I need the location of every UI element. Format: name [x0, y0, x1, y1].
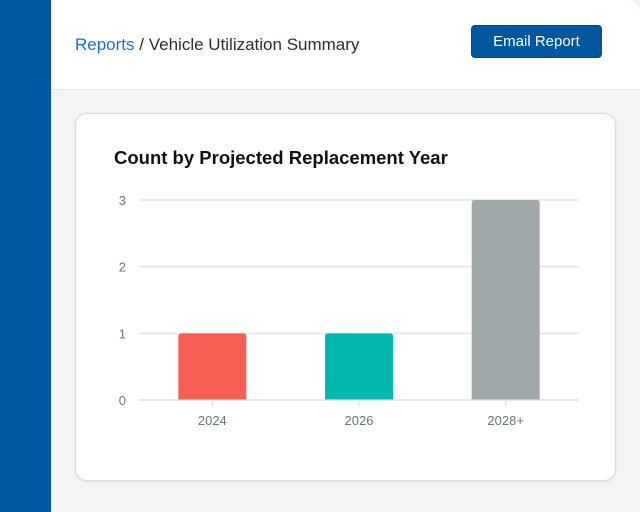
y-tick-label: 0 — [119, 393, 126, 408]
bar-2028+ — [471, 200, 540, 400]
bar-2026 — [325, 333, 393, 400]
y-tick-label: 2 — [119, 260, 126, 275]
breadcrumb-current: Vehicle Utilization Summary — [148, 35, 360, 54]
breadcrumb-reports-link[interactable]: Reports — [75, 35, 135, 54]
header: Reports / Vehicle Utilization Summary Em… — [51, 0, 640, 90]
x-tick-label: 2024 — [198, 413, 227, 428]
email-report-button[interactable]: Email Report — [471, 25, 602, 58]
y-tick-label: 3 — [119, 193, 126, 208]
breadcrumb: Reports / Vehicle Utilization Summary — [75, 35, 359, 55]
chart-card: Count by Projected Replacement Year 0 1 2 3… — [75, 113, 616, 481]
chart-title: Count by Projected Replacement Year — [114, 147, 448, 168]
breadcrumb-separator: / — [139, 35, 144, 54]
y-tick-label: 1 — [119, 326, 126, 341]
bar-2024 — [178, 333, 247, 400]
x-tick-label: 2026 — [345, 413, 374, 428]
sidebar — [0, 0, 51, 512]
bar-chart: 0 1 2 3 2024 2026 2028+ — [119, 193, 579, 428]
x-tick-label: 2028+ — [487, 413, 524, 428]
